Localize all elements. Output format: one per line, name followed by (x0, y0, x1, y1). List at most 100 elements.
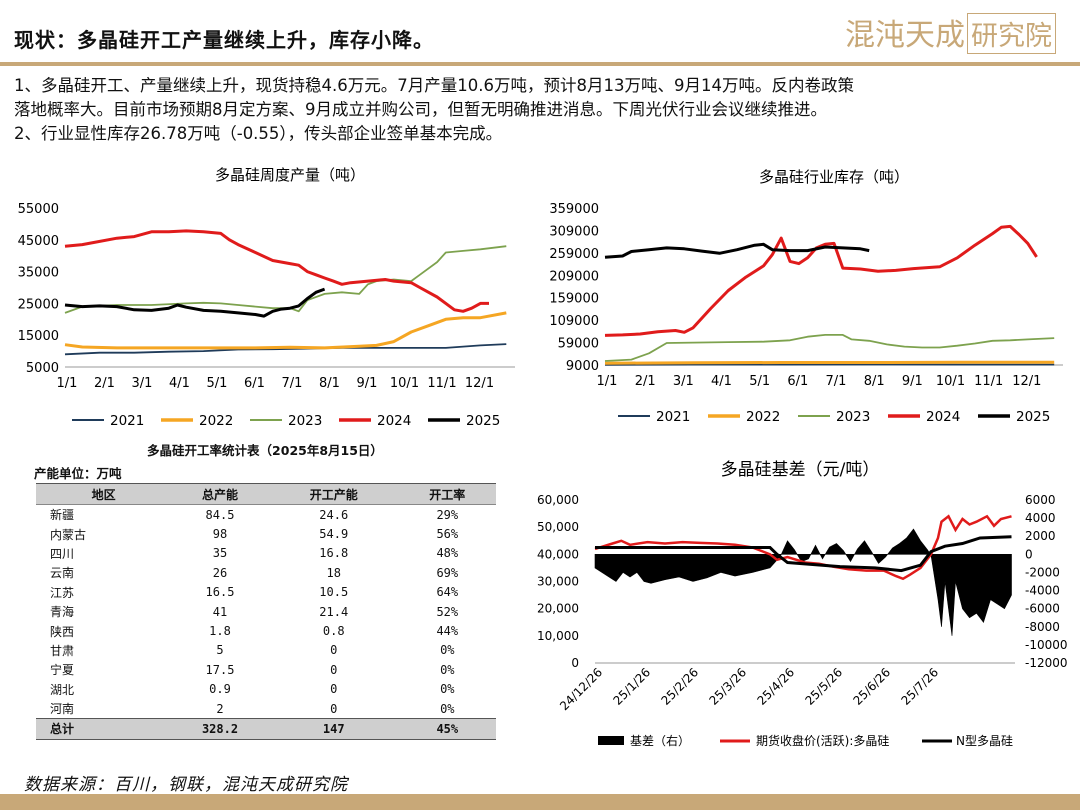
cell-region: 湖北 (50, 682, 75, 697)
y-right-tick-label: 0 (1025, 547, 1033, 561)
cell-rate: 0% (440, 701, 455, 716)
x-tick-label: 5/1 (749, 374, 770, 389)
cell-total: 26 (212, 565, 228, 580)
cell-operating: 0 (330, 643, 338, 658)
table-row: 宁夏 17.5 0 0% (36, 660, 496, 679)
cell-total: 17.5 (205, 662, 235, 677)
cell-total: 328.2 (171, 718, 269, 740)
cell-operating: 0 (330, 682, 338, 697)
series-line-2022 (604, 360, 1055, 365)
legend-label-basis: 基差（右） (630, 733, 690, 748)
cell-operating: 0 (330, 701, 338, 716)
cell-total: 2 (216, 701, 224, 716)
y-right-tick-label: 2000 (1025, 529, 1056, 543)
y-tick-label: 35000 (18, 266, 59, 281)
chart-title: 多晶硅行业库存（吨） (759, 168, 909, 186)
x-tick-label: 1/1 (57, 376, 78, 391)
cell-rate: 56% (436, 527, 459, 542)
cell-operating: 24.6 (319, 507, 349, 522)
y-tick-label: 109000 (549, 314, 599, 329)
header-divider (0, 62, 1080, 66)
table-row: 青海 41 21.4 52% (36, 602, 496, 621)
x-tick-label: 11/1 (427, 376, 456, 391)
x-tick-label: 10/1 (390, 376, 419, 391)
x-tick-label: 8/1 (864, 374, 885, 389)
footer-bar (0, 794, 1080, 810)
table-title: 多晶硅开工率统计表（2025年8月15日） (147, 443, 383, 458)
x-tick-label: 9/1 (902, 374, 923, 389)
y-tick-label: 25000 (18, 297, 59, 312)
cell-region: 总计 (36, 718, 172, 740)
cell-region: 河南 (50, 702, 75, 717)
cell-region: 宁夏 (50, 663, 75, 678)
y-left-tick-label: 50,000 (537, 520, 579, 534)
cell-rate: 44% (436, 624, 459, 639)
cell-rate: 64% (436, 585, 459, 600)
cell-total: 35 (212, 546, 228, 561)
x-tick-label: 7/1 (282, 376, 303, 391)
cell-region: 江苏 (50, 585, 75, 600)
table-row: 陕西 1.8 0.8 44% (36, 621, 496, 640)
series-line-2024 (604, 224, 1038, 337)
cell-total: 16.5 (205, 585, 235, 600)
x-tick-label: 6/1 (787, 374, 808, 389)
cell-rate: 52% (436, 604, 459, 619)
legend-label-2022: 2022 (199, 413, 233, 429)
x-tick-label: 25/7/26 (899, 665, 942, 708)
cell-operating: 21.4 (319, 604, 349, 619)
cell-region: 新疆 (50, 508, 75, 523)
summary-line-3: 2、行业显性库存26.78万吨（-0.55），传头部企业签单基本完成。 (14, 124, 503, 143)
y-right-tick-label: -2000 (1025, 565, 1060, 579)
summary-text: 1、多晶硅开工、产量继续上升，现货持稳4.6万元。7月产量10.6万吨，预计8月… (14, 74, 1069, 146)
legend-label-2024: 2024 (926, 409, 960, 425)
data-source: 数据来源：百川，钢联，混沌天成研究院 (24, 775, 348, 795)
cell-rate: 0% (440, 643, 455, 658)
cell-operating: 0.8 (322, 624, 345, 639)
cell-total: 0.9 (209, 682, 231, 697)
table-row: 甘肃 5 0 0% (36, 641, 496, 660)
x-tick-label: 6/1 (244, 376, 265, 391)
table-row: 湖北 0.9 0 0% (36, 680, 496, 699)
y-left-tick-label: 30,000 (537, 575, 579, 589)
legend-label-2025: 2025 (1016, 409, 1050, 425)
series-line-2021 (64, 343, 507, 356)
table-row: 江苏 16.5 10.5 64% (36, 583, 496, 602)
legend-label-2025: 2025 (466, 413, 500, 429)
cell-total: 84.5 (205, 507, 235, 522)
table-row: 新疆 84.5 24.6 29% (36, 505, 496, 525)
legend-label-2024: 2024 (377, 413, 411, 429)
series-line-2022 (64, 311, 507, 350)
legend-label-2023: 2023 (288, 413, 322, 429)
cell-operating: 16.8 (319, 546, 349, 561)
header-total-capacity: 总产能 (171, 483, 269, 505)
legend-label-2021: 2021 (656, 409, 690, 425)
y-right-tick-label: -6000 (1025, 602, 1060, 616)
cell-total: 1.8 (209, 624, 231, 639)
header-operating-rate: 开工率 (398, 483, 496, 505)
y-tick-label: 45000 (18, 234, 59, 249)
y-left-tick-label: 0 (571, 656, 579, 670)
header-region: 地区 (36, 483, 172, 505)
y-left-tick-label: 40,000 (537, 547, 579, 561)
x-tick-label: 25/1/26 (611, 665, 654, 708)
cell-rate: 0% (440, 682, 455, 697)
x-tick-label: 3/1 (132, 376, 153, 391)
y-tick-label: 5000 (26, 361, 59, 376)
legend-label-2021: 2021 (110, 413, 144, 429)
cell-rate: 45% (398, 718, 496, 740)
x-tick-label: 11/1 (974, 374, 1003, 389)
cell-region: 陕西 (50, 624, 75, 639)
cell-total: 5 (216, 643, 224, 658)
series-line-2023 (604, 334, 1055, 362)
logo-text: 混沌天成 (845, 18, 965, 53)
cell-total: 98 (212, 527, 228, 542)
table-total-row: 总计 328.2 147 45% (36, 718, 496, 740)
y-tick-label: 59000 (558, 337, 599, 352)
y-left-tick-label: 10,000 (537, 629, 579, 643)
y-left-tick-label: 20,000 (537, 602, 579, 616)
x-tick-label: 25/2/26 (659, 665, 702, 708)
basis-chart: 多晶硅基差（元/吨） 60,000 50,000 40,000 30,000 20,000… (537, 460, 1068, 748)
cell-total: 41 (212, 604, 228, 619)
page-title: 现状：多晶硅开工产量继续上升，库存小降。 (14, 28, 434, 52)
y-tick-label: 55000 (18, 202, 59, 217)
